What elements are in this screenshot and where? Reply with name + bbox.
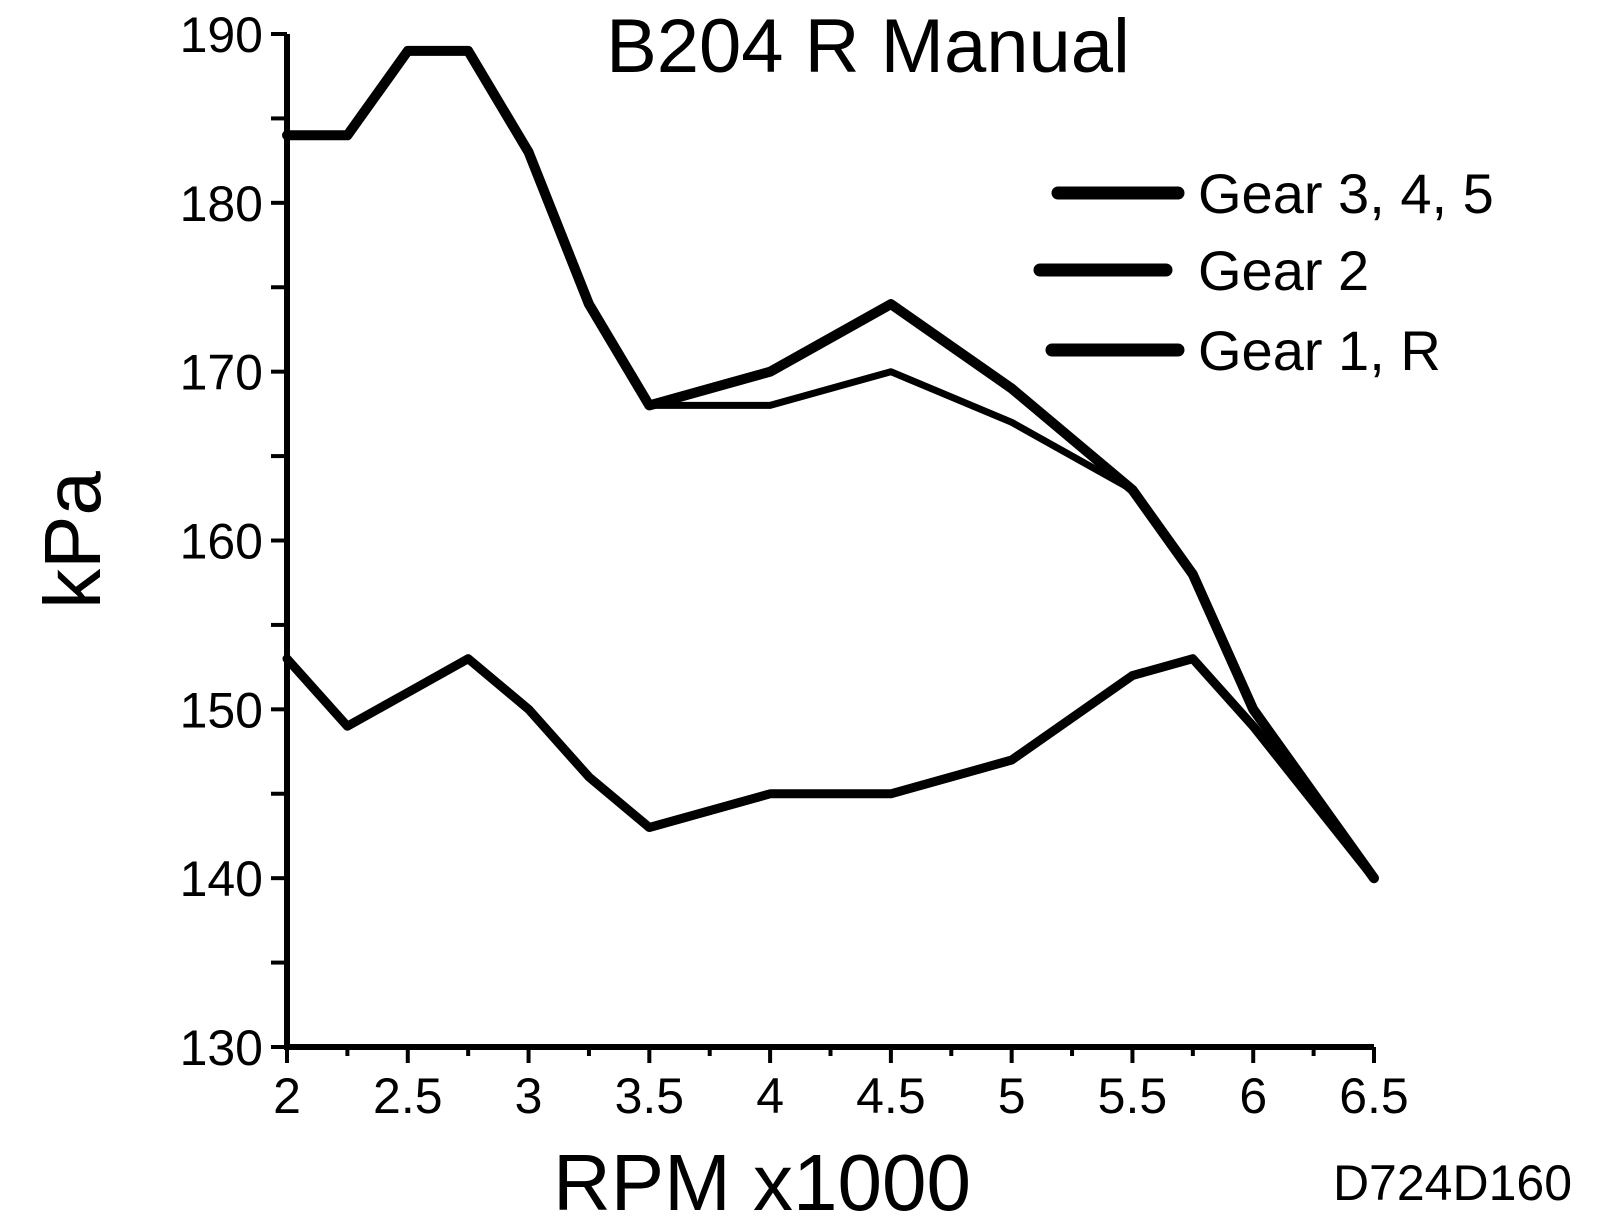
x-tick-label: 3 [515, 1068, 543, 1124]
y-tick-label: 140 [180, 851, 263, 907]
x-tick-label: 6 [1239, 1068, 1267, 1124]
x-tick-label: 4 [756, 1068, 784, 1124]
y-axis-title: kPa [28, 471, 117, 609]
x-tick-label: 2 [273, 1068, 301, 1124]
chart-title: B204 R Manual [606, 4, 1130, 89]
series-line-2 [282, 45, 1379, 884]
y-tick-label: 160 [180, 514, 263, 570]
x-tick-label: 5.5 [1098, 1068, 1168, 1124]
x-tick-label: 5 [998, 1068, 1026, 1124]
y-tick-label: 180 [180, 176, 263, 232]
y-tick-label: 170 [180, 345, 263, 401]
legend-label-3: Gear 1, R [1198, 319, 1441, 382]
x-tick-label: 6.5 [1339, 1068, 1409, 1124]
series-line-3 [282, 654, 1379, 883]
x-tick-label: 3.5 [615, 1068, 685, 1124]
x-tick-label: 2.5 [373, 1068, 443, 1124]
legend-label-1: Gear 3, 4, 5 [1198, 162, 1494, 225]
x-axis-title: RPM x1000 [553, 1138, 971, 1224]
x-tick-label: 4.5 [856, 1068, 926, 1124]
figure-code: D724D160 [1333, 1155, 1572, 1211]
legend-label-2: Gear 2 [1198, 239, 1369, 302]
y-tick-label: 150 [180, 682, 263, 738]
y-tick-label: 190 [180, 7, 263, 63]
y-tick-label: 130 [180, 1020, 263, 1076]
